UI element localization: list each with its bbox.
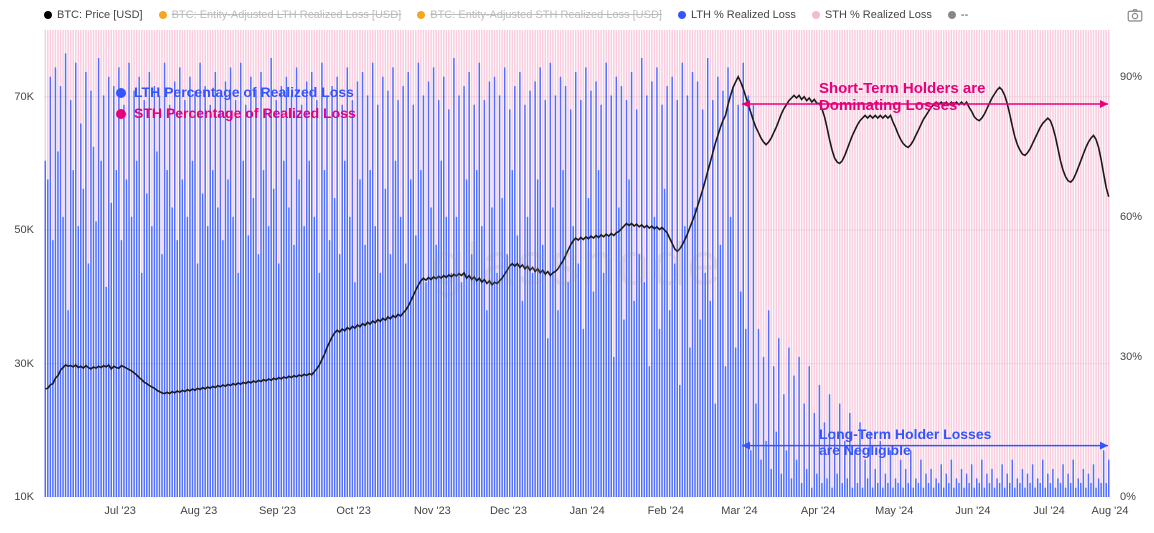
x-tick: Jul '23	[104, 505, 135, 517]
x-tick: Jun '24	[955, 505, 990, 517]
bullet-icon	[116, 88, 126, 98]
legend-label: BTC: Entity-Adjusted LTH Realized Loss […	[172, 9, 402, 21]
legend-item[interactable]: BTC: Price [USD]	[44, 9, 143, 21]
legend-item[interactable]: BTC: Entity-Adjusted LTH Realized Loss […	[159, 9, 402, 21]
legend-item[interactable]: STH % Realized Loss	[812, 9, 932, 21]
y-left-tick: 50K	[0, 224, 40, 236]
annotation-sth-dominating: Short-Term Holders are Dominating Losses	[819, 80, 1013, 114]
legend-label: BTC: Entity-Adjusted STH Realized Loss […	[430, 9, 662, 21]
legend-item[interactable]: --	[948, 9, 968, 21]
legend-dot-icon	[812, 11, 820, 19]
y-right-tick: 30%	[1114, 351, 1154, 363]
x-tick: May '24	[875, 505, 913, 517]
y-right-tick: 0%	[1114, 491, 1154, 503]
legend-row: BTC: Price [USD] BTC: Entity-Adjusted LTH…	[44, 6, 1110, 24]
legend-dot-icon	[44, 11, 52, 19]
y-axis-left: 10K30K50K70K	[0, 30, 40, 497]
legend-dot-icon	[678, 11, 686, 19]
x-tick: Apr '24	[801, 505, 836, 517]
legend-dot-icon	[417, 11, 425, 19]
legend-label: STH % Realized Loss	[825, 9, 932, 21]
x-tick: Feb '24	[648, 505, 684, 517]
legend-label: BTC: Price [USD]	[57, 9, 143, 21]
y-left-tick: 70K	[0, 91, 40, 103]
chart-container: BTC: Price [USD] BTC: Entity-Adjusted LTH…	[0, 0, 1154, 533]
y-right-tick: 90%	[1114, 71, 1154, 83]
y-left-tick: 30K	[0, 358, 40, 370]
screenshot-icon[interactable]	[1126, 6, 1144, 24]
x-axis: Jul '23 Aug '23 Sep '23 Oct '23 Nov '23 Dec '…	[44, 505, 1110, 521]
x-tick: Jul '24	[1033, 505, 1064, 517]
x-tick: Sep '23	[259, 505, 296, 517]
in-chart-legend: LTH Percentage of Realized LossSTH Perce…	[116, 82, 356, 124]
x-tick: Aug '24	[1092, 505, 1129, 517]
x-tick: Dec '23	[490, 505, 527, 517]
y-right-tick: 60%	[1114, 211, 1154, 223]
legend-item[interactable]: LTH % Realized Loss	[678, 9, 796, 21]
legend-dot-icon	[159, 11, 167, 19]
legend-item[interactable]: BTC: Entity-Adjusted STH Realized Loss […	[417, 9, 662, 21]
annotation-lth-negligible: Long-Term Holder Losses are Negligible	[819, 426, 1013, 458]
x-tick: Oct '23	[336, 505, 371, 517]
x-tick: Jan '24	[570, 505, 605, 517]
bullet-icon	[116, 109, 126, 119]
y-left-tick: 10K	[0, 491, 40, 503]
in-chart-legend-item: STH Percentage of Realized Loss	[116, 103, 356, 124]
x-tick: Aug '23	[180, 505, 217, 517]
in-chart-legend-label: LTH Percentage of Realized Loss	[134, 82, 354, 103]
y-axis-right: 0%30%60%90%	[1114, 30, 1154, 497]
legend-label: LTH % Realized Loss	[691, 9, 796, 21]
x-tick: Nov '23	[414, 505, 451, 517]
x-tick: Mar '24	[721, 505, 757, 517]
in-chart-legend-item: LTH Percentage of Realized Loss	[116, 82, 356, 103]
in-chart-legend-label: STH Percentage of Realized Loss	[134, 103, 356, 124]
legend-label: --	[961, 9, 968, 21]
legend-dot-icon	[948, 11, 956, 19]
plot-area: glassnode LTH Percentage of Realized Los…	[44, 30, 1110, 497]
